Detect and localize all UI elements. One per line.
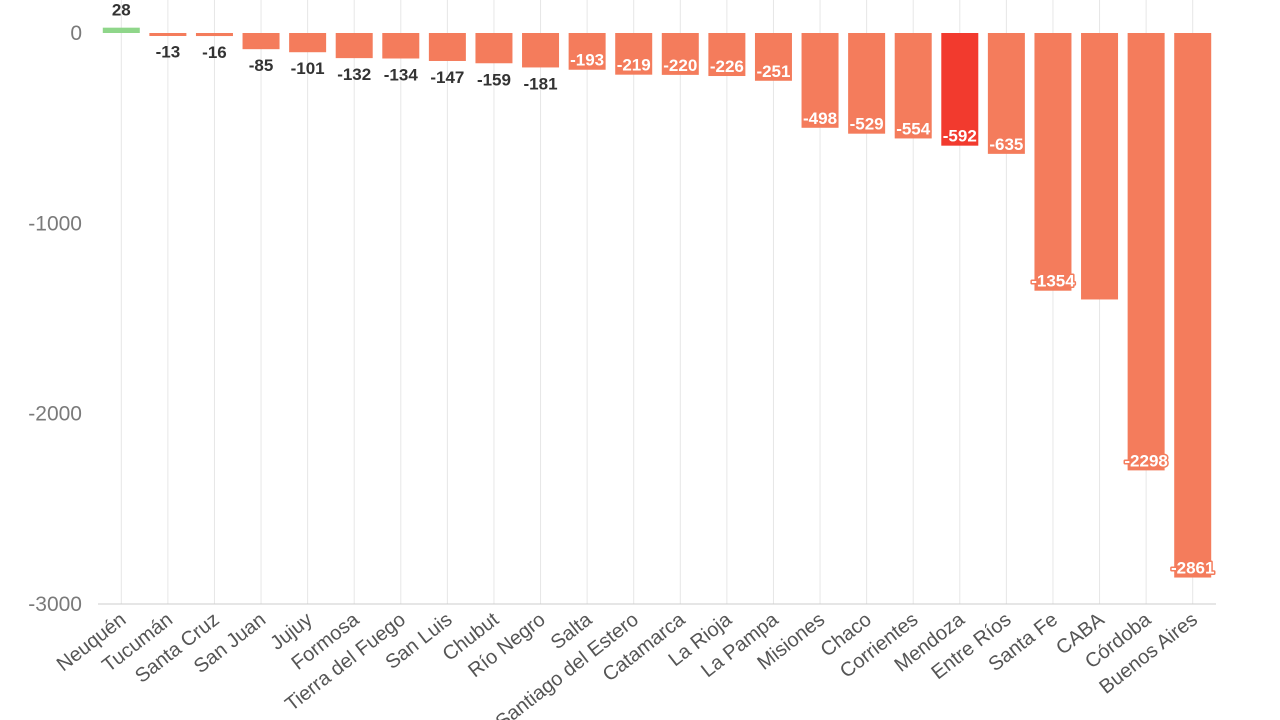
data-label: -13 xyxy=(156,42,181,61)
bar xyxy=(894,33,932,139)
bar xyxy=(848,33,886,134)
y-axis: 0 -1000 -2000 -3000 xyxy=(28,22,82,616)
data-label: -2298 xyxy=(1124,451,1167,470)
data-label: -220 xyxy=(663,56,697,75)
data-label: -219 xyxy=(617,56,651,75)
bar xyxy=(708,33,746,77)
data-label: -554 xyxy=(896,119,931,138)
bar xyxy=(661,33,699,75)
data-label: -2861 xyxy=(1171,559,1214,578)
bar xyxy=(289,33,327,53)
bar xyxy=(568,33,606,70)
y-tick-label: -2000 xyxy=(28,403,82,426)
bar xyxy=(615,33,653,75)
data-label: -132 xyxy=(337,65,371,84)
bar xyxy=(801,33,839,128)
bar xyxy=(987,33,1025,154)
data-label: -251 xyxy=(756,62,790,81)
data-label: -147 xyxy=(430,68,464,87)
data-label: -529 xyxy=(850,115,884,134)
data-label: -181 xyxy=(524,74,558,93)
data-label: -159 xyxy=(477,70,511,89)
data-label: -16 xyxy=(202,43,227,62)
data-label: -592 xyxy=(943,127,977,146)
data-label: -134 xyxy=(384,66,419,85)
data-label: 28 xyxy=(112,1,131,20)
bar xyxy=(475,33,513,64)
y-tick-label: -1000 xyxy=(28,212,82,235)
bar xyxy=(149,33,187,36)
bar xyxy=(242,33,280,50)
y-tick-label: -3000 xyxy=(28,593,82,616)
data-label: -498 xyxy=(803,109,837,128)
gridlines xyxy=(98,0,1216,605)
bar xyxy=(195,33,233,37)
bar xyxy=(941,33,979,146)
bar xyxy=(1174,33,1212,578)
bars xyxy=(102,27,1212,578)
bar xyxy=(1127,33,1165,471)
data-label: -85 xyxy=(249,56,274,75)
data-label: -193 xyxy=(570,51,604,70)
y-tick-label: 0 xyxy=(70,22,82,45)
data-label: -1354 xyxy=(1031,272,1075,291)
bar xyxy=(522,33,560,68)
bar xyxy=(1081,33,1119,300)
data-label: -226 xyxy=(710,57,744,76)
bar xyxy=(335,33,373,59)
data-labels: 28-13 -16-85 -101 -132 -134 -147 -159 -181-193-… xyxy=(112,1,1216,579)
data-label: -101 xyxy=(291,59,325,78)
bar xyxy=(428,33,466,61)
bar xyxy=(1034,33,1072,291)
data-label: -635 xyxy=(989,135,1023,154)
bar xyxy=(754,33,792,81)
bar xyxy=(102,27,140,33)
bar xyxy=(382,33,420,59)
